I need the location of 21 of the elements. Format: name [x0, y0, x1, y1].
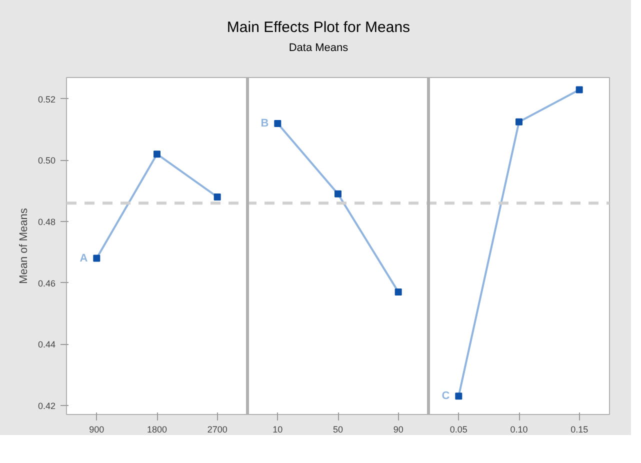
- x-tick-label: 50: [332, 424, 344, 434]
- series-label: C: [442, 390, 450, 402]
- x-tick-label: 1800: [146, 424, 168, 434]
- y-tick-label: 0.52: [38, 94, 56, 104]
- x-tick-label: 90: [393, 424, 404, 434]
- y-tick-label: 0.42: [38, 400, 56, 411]
- x-tick-label: 10: [272, 424, 283, 434]
- y-tick-label: 0.46: [38, 278, 56, 288]
- series-label: A: [80, 252, 88, 264]
- x-tick-label: 900: [89, 424, 104, 434]
- chart-subtitle: Data Means: [288, 41, 350, 56]
- chart-title: Main Effects Plot for Means: [226, 18, 412, 38]
- x-tick-label: 0.05: [450, 424, 468, 434]
- x-tick-label: 0.15: [570, 424, 588, 434]
- y-tick-label: 0.44: [38, 340, 56, 350]
- y-tick-label: 0.50: [38, 156, 56, 166]
- series-label: B: [260, 117, 269, 130]
- x-tick-label: 2700: [207, 424, 228, 434]
- y-axis-title: Mean of Means: [18, 208, 30, 284]
- y-tick-label: 0.48: [38, 216, 56, 227]
- x-tick-label: 0.10: [510, 424, 528, 434]
